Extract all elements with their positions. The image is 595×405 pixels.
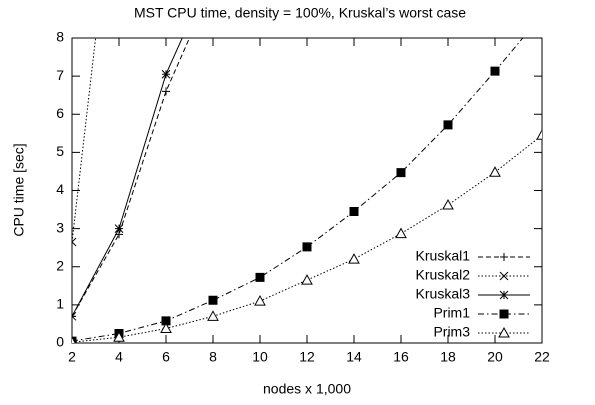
marker (254, 295, 266, 306)
legend-label: Kruskal2 (416, 267, 471, 283)
x-tick-label: 12 (299, 349, 315, 365)
series-line (72, 38, 183, 317)
marker (301, 274, 313, 285)
marker (72, 237, 77, 247)
marker (161, 69, 171, 79)
x-tick-label: 8 (209, 349, 217, 365)
marker (302, 242, 312, 252)
marker (255, 272, 265, 282)
series-line (72, 134, 542, 343)
chart-title: MST CPU time, density = 100%, Kruskal’s … (134, 5, 466, 21)
marker (113, 331, 125, 342)
marker (72, 336, 76, 343)
marker (442, 198, 454, 210)
legend-label: Kruskal1 (416, 248, 471, 264)
marker (114, 224, 124, 233)
legend-label: Kruskal3 (416, 286, 471, 302)
x-tick-label: 14 (346, 349, 362, 365)
y-tick-label: 6 (56, 105, 64, 121)
legend-label: Prim1 (433, 305, 470, 321)
y-tick-label: 7 (56, 67, 64, 83)
x-axis-label: nodes x 1,000 (263, 381, 351, 397)
plot-frame (71, 37, 543, 344)
y-tick-label: 4 (56, 181, 64, 197)
x-tick-label: 16 (393, 349, 409, 365)
legend-marker (500, 253, 508, 261)
marker (161, 316, 171, 326)
y-tick-label: 2 (56, 257, 64, 273)
marker (349, 206, 359, 216)
marker (396, 168, 406, 178)
marker (160, 322, 172, 334)
x-tick-label: 10 (252, 349, 268, 365)
legend-marker (499, 290, 509, 300)
y-tick-label: 0 (56, 334, 64, 350)
marker (443, 120, 453, 130)
marker (348, 253, 360, 264)
x-tick-label: 18 (440, 349, 456, 365)
marker (490, 66, 500, 76)
legend-marker (498, 326, 510, 338)
x-tick-label: 20 (487, 349, 503, 365)
marker (538, 11, 546, 19)
marker (208, 295, 218, 305)
x-tick-label: 22 (534, 349, 550, 365)
x-tick-label: 2 (68, 349, 76, 365)
legend-label: Prim3 (433, 324, 470, 340)
y-tick-label: 3 (56, 219, 64, 235)
y-tick-label: 1 (56, 296, 64, 312)
legend-marker (499, 309, 509, 319)
x-tick-label: 4 (115, 349, 123, 365)
marker (72, 311, 77, 321)
y-tick-label: 5 (56, 143, 64, 159)
x-tick-label: 6 (162, 349, 170, 365)
marker (536, 129, 542, 140)
series-line (72, 38, 524, 342)
marker (395, 227, 407, 239)
plot-area (72, 11, 546, 343)
marker (162, 87, 170, 96)
series-line (72, 38, 97, 243)
legend-marker (499, 271, 509, 281)
y-axis-label: CPU time [sec] (11, 143, 27, 236)
marker (207, 310, 219, 321)
marker (489, 166, 501, 177)
y-tick-label: 8 (56, 29, 64, 45)
series-line (72, 38, 191, 317)
